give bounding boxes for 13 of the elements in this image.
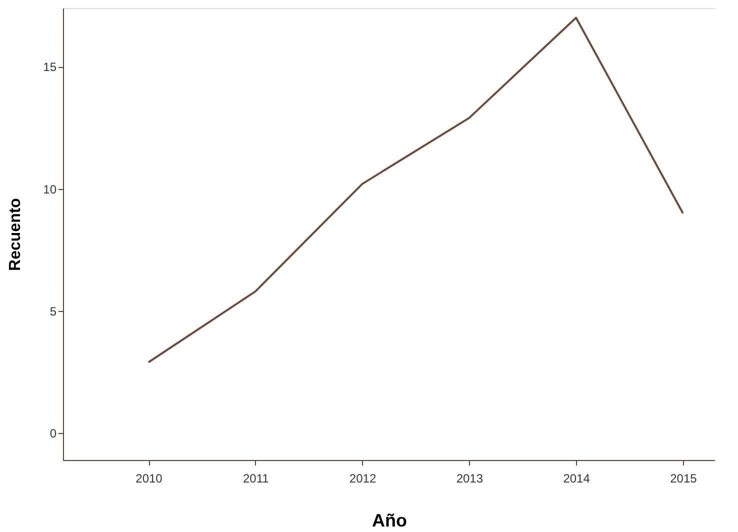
y-axis-title: Recuento — [7, 198, 24, 271]
y-tick-label: 5 — [50, 304, 57, 318]
x-tick-label: 2010 — [136, 472, 163, 486]
x-tick-label: 2014 — [563, 472, 590, 486]
x-axis-title: Año — [372, 510, 407, 530]
x-tick-label: 2015 — [670, 472, 698, 486]
y-tick-label: 15 — [43, 60, 57, 74]
x-tick-label: 2013 — [456, 472, 484, 486]
x-tick-label: 2011 — [242, 472, 270, 486]
x-tick-label: 2012 — [349, 472, 376, 486]
y-tick-label: 0 — [50, 426, 57, 441]
line-series — [148, 16, 684, 364]
y-tick-label: 10 — [43, 182, 57, 196]
